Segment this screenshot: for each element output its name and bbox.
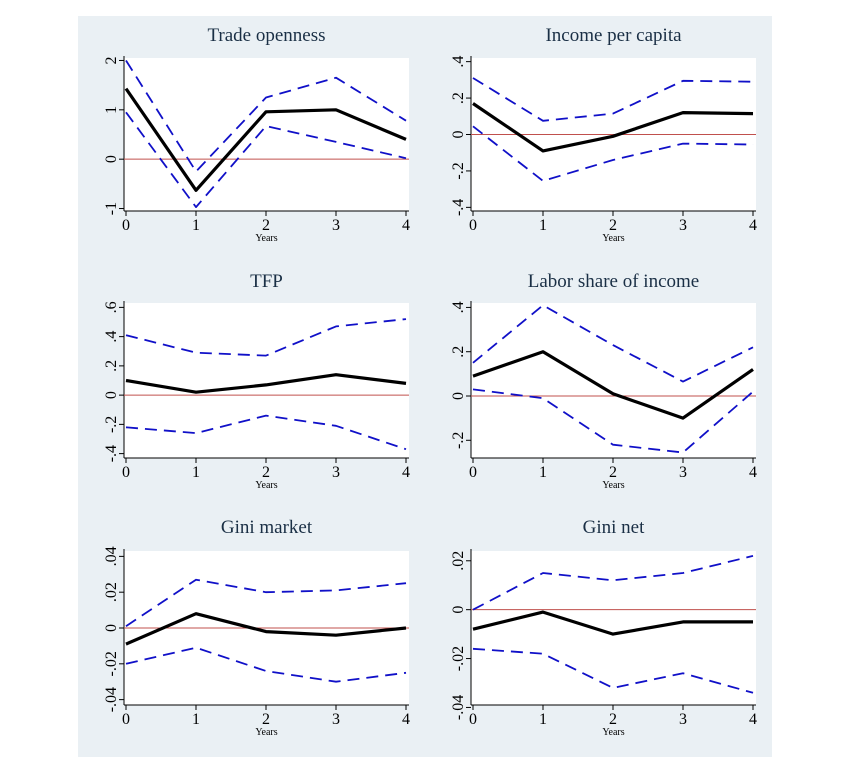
x-tick-label: 1 [539,217,547,234]
y-tick-label: .2 [103,360,120,372]
x-tick-label: 1 [539,464,547,481]
panel-title: Gini market [221,517,313,538]
x-tick-label: 2 [262,711,270,728]
x-tick-label: 3 [679,464,687,481]
x-tick-label: 1 [192,464,200,481]
x-tick-label: 0 [469,464,477,481]
y-tick-label: .4 [450,301,467,313]
lower-band-line [125,111,407,209]
y-tick-label: .04 [103,546,120,566]
x-tick-label: 4 [749,217,757,234]
x-tick-label: 0 [122,217,130,234]
x-axis-title: Years [255,727,277,738]
y-tick-label: -.4 [103,445,120,462]
x-tick-label: 0 [469,217,477,234]
y-tick-label: .02 [450,551,467,571]
x-tick-label: 4 [402,711,410,728]
x-tick-label: 1 [192,217,200,234]
lower-band-line [472,647,754,694]
plot-area [471,551,756,705]
x-tick-label: 3 [332,711,340,728]
y-tick-label: -.2 [450,432,467,449]
y-tick-label: 0 [103,391,120,399]
y-tick-label: 1 [103,106,120,114]
x-tick-label: 0 [122,464,130,481]
y-tick-label: -.2 [103,416,120,433]
y-tick-label: 0 [450,131,467,139]
y-tick-label: .4 [103,331,120,343]
y-tick-label: 0 [103,155,120,163]
x-tick-label: 2 [609,464,617,481]
x-tick-label: 4 [749,464,757,481]
x-tick-label: 4 [749,711,757,728]
x-tick-label: 1 [192,711,200,728]
x-tick-label: 3 [332,217,340,234]
x-tick-label: 0 [122,711,130,728]
x-axis-title: Years [602,233,624,244]
x-tick-label: 1 [539,711,547,728]
y-tick-label: -.04 [450,695,467,720]
lower-band-line [125,646,407,683]
y-tick-label: 2 [103,56,120,64]
y-tick-label: -.02 [103,651,120,676]
y-tick-label: -.2 [450,162,467,179]
plot-area [471,303,756,458]
y-tick-label: .2 [450,92,467,104]
x-tick-label: 2 [262,464,270,481]
x-tick-label: 2 [609,217,617,234]
x-tick-label: 3 [332,464,340,481]
y-tick-label: -1 [103,202,120,215]
x-tick-label: 3 [679,711,687,728]
x-axis-title: Years [602,480,624,491]
x-tick-label: 0 [469,711,477,728]
panel-title: Income per capita [545,25,682,46]
panel-1: Income per capita 0 1 2 3 4 Years -.4 -.2 0 .2 .4 [450,25,757,244]
y-tick-label: .6 [103,301,120,313]
y-tick-label: .2 [450,346,467,358]
panel-5: Gini net 0 1 2 3 4 Years -.04 -.02 0 .02 [450,517,757,738]
panel-title: Gini net [583,517,645,538]
panel-2: TFP 0 1 2 3 4 Years -.4 -.2 0 .2 .4 .6 [103,271,410,491]
panel-4: Gini market 0 1 2 3 4 Years -.04 -.02 0 .02 .04 [103,517,410,738]
y-tick-label: .4 [450,56,467,68]
y-tick-label: 0 [103,624,120,632]
y-tick-label: -.04 [103,687,120,712]
panel-title: Labor share of income [528,271,699,292]
x-tick-label: 4 [402,464,410,481]
y-tick-label: 0 [450,392,467,400]
plot-area [124,58,409,211]
x-tick-label: 4 [402,217,410,234]
x-tick-label: 2 [609,711,617,728]
figure-panel-grid: Trade openness 0 1 2 3 4 Years -1 0 1 2 Income per … [78,16,772,757]
y-tick-label: .02 [103,582,120,602]
x-axis-title: Years [602,727,624,738]
y-tick-label: 0 [450,606,467,614]
plot-area [124,303,409,458]
x-axis-title: Years [255,480,277,491]
x-tick-label: 2 [262,217,270,234]
panel-title: TFP [250,271,283,292]
y-tick-label: -.02 [450,646,467,671]
x-tick-label: 3 [679,217,687,234]
y-tick-label: -.4 [450,199,467,216]
x-axis-title: Years [255,233,277,244]
panel-title: Trade openness [207,25,325,46]
